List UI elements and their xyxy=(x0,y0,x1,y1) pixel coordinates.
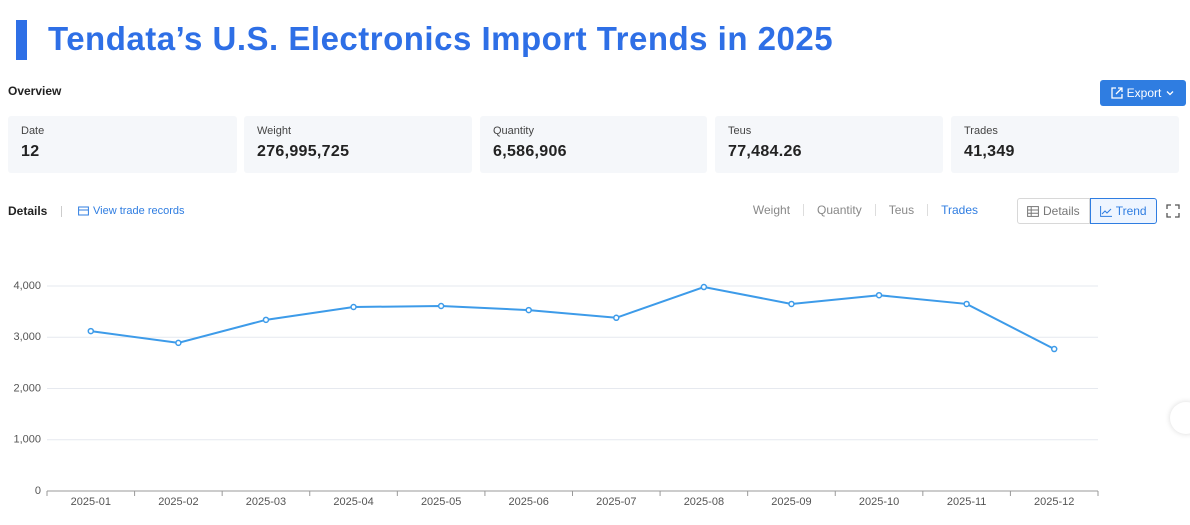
stat-card: Teus 77,484.26 xyxy=(715,116,943,173)
point xyxy=(788,300,795,308)
stat-label: Trades xyxy=(964,125,998,137)
table-icon xyxy=(1027,205,1039,217)
x-tick-label: 2025-07 xyxy=(596,496,636,508)
details-label: Details xyxy=(8,204,48,218)
metric-tab[interactable]: Teus xyxy=(874,204,927,216)
x-tick-label: 2025-01 xyxy=(71,496,111,508)
chevron xyxy=(1166,91,1174,96)
stat-card: Trades 41,349 xyxy=(951,116,1179,173)
point xyxy=(350,303,357,311)
line xyxy=(90,285,1055,350)
view-toggle: Details Trend xyxy=(1017,198,1157,224)
stat-card: Quantity 6,586,906 xyxy=(480,116,707,173)
point xyxy=(175,339,182,347)
metric-tab[interactable]: Quantity xyxy=(803,204,875,216)
y-tick-label: 2,000 xyxy=(13,382,41,394)
point xyxy=(87,327,95,335)
point xyxy=(613,314,620,322)
x-tick-label: 2025-06 xyxy=(509,496,549,508)
y-tick-label: 0 xyxy=(35,485,41,497)
stat-value: 77,484.26 xyxy=(728,143,802,160)
point xyxy=(963,300,970,308)
link-text: View trade records xyxy=(93,205,185,217)
stat-label: Weight xyxy=(257,125,292,137)
point xyxy=(262,316,270,324)
stat-value: 6,586,906 xyxy=(493,143,567,160)
y-tick-label: 3,000 xyxy=(13,331,41,343)
point xyxy=(437,302,445,310)
x-tick-label: 2025-04 xyxy=(333,496,373,508)
separator xyxy=(61,206,62,217)
point xyxy=(700,283,708,291)
support-button[interactable] xyxy=(1170,402,1190,434)
export-icon xyxy=(1111,87,1123,99)
metric-tabs: Weight Quantity Teus Trades xyxy=(740,204,991,216)
x-tick-label: 2025-03 xyxy=(246,496,286,508)
title-bar xyxy=(16,20,27,60)
view-label: Details xyxy=(1043,204,1080,218)
stat-value: 41,349 xyxy=(964,143,1015,160)
overview-label: Overview xyxy=(8,84,62,98)
x-tick-label: 2025-11 xyxy=(947,496,987,508)
stat-label: Date xyxy=(21,125,45,137)
point xyxy=(875,291,883,299)
x-tick-label: 2025-12 xyxy=(1034,496,1074,508)
y-tick-label: 4,000 xyxy=(13,280,41,292)
stat-label: Teus xyxy=(728,125,752,137)
trade-records-link[interactable]: View trade records xyxy=(78,205,185,217)
metric-tab[interactable]: Trades xyxy=(927,204,991,216)
x-tick-label: 2025-08 xyxy=(684,496,724,508)
y-tick-label: 1,000 xyxy=(13,434,41,446)
stat-label: Quantity xyxy=(493,125,534,137)
stat-value: 12 xyxy=(21,143,40,160)
view-label: Trend xyxy=(1115,204,1147,218)
page-title: Tendata’s U.S. Electronics Import Trends… xyxy=(48,20,834,57)
point xyxy=(1050,345,1058,353)
stat-card: Date 12 xyxy=(8,116,237,173)
stat-value: 276,995,725 xyxy=(257,143,350,160)
x-tick-label: 2025-09 xyxy=(771,496,811,508)
stat-card: Weight 276,995,725 xyxy=(244,116,472,173)
x-tick-label: 2025-10 xyxy=(859,496,899,508)
export-button[interactable]: Export xyxy=(1100,80,1186,106)
x-tick-label: 2025-02 xyxy=(158,496,198,508)
view-button[interactable]: Details xyxy=(1017,198,1090,224)
trend-icon xyxy=(1099,205,1112,217)
link-icon xyxy=(78,206,89,216)
view-button[interactable]: Trend xyxy=(1089,198,1157,224)
point xyxy=(525,306,532,314)
fullscreen-button[interactable] xyxy=(1166,204,1180,218)
x-tick-label: 2025-05 xyxy=(421,496,461,508)
metric-tab[interactable]: Weight xyxy=(752,203,791,217)
export-text: Export xyxy=(1126,86,1162,100)
